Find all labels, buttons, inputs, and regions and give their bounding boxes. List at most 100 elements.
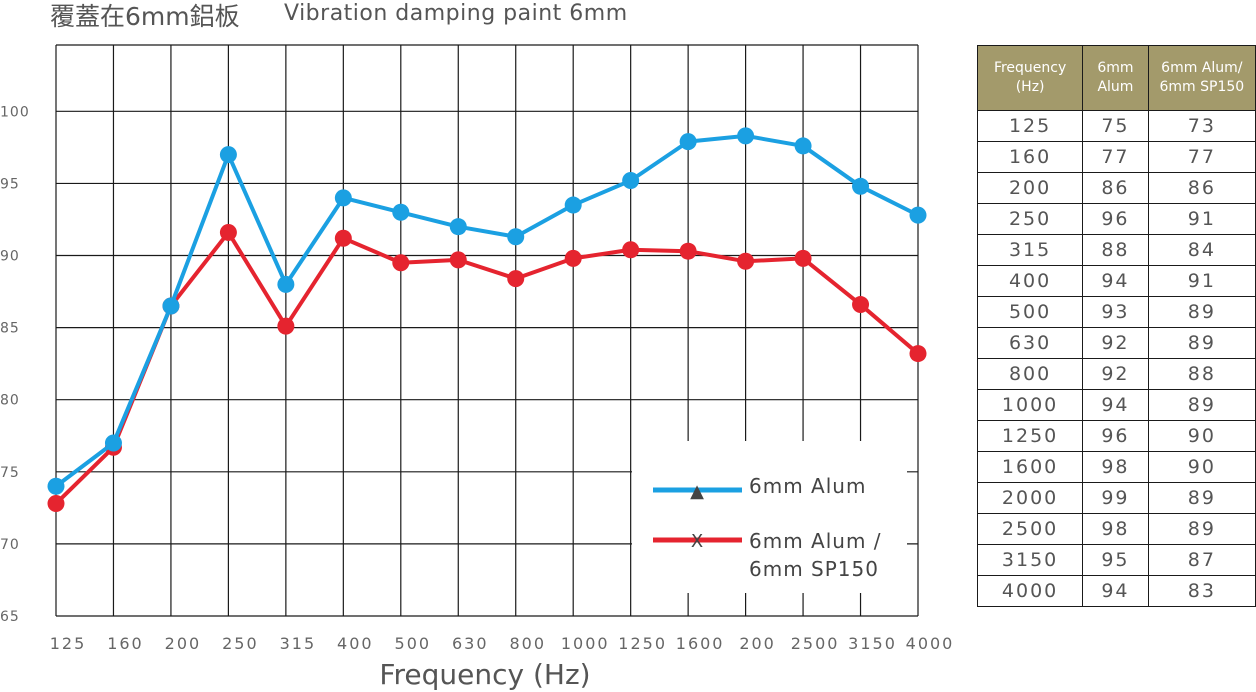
table-row: 2500 98 89	[978, 514, 1256, 545]
y-tick-label: 75	[0, 465, 20, 481]
legend: ▲ 6mm Alum X 6mm Alum / 6mm SP150	[632, 441, 907, 593]
table-cell: 89	[1148, 297, 1255, 328]
table-cell: 84	[1148, 235, 1255, 266]
data-point-series-2	[220, 224, 237, 241]
table-row: 250 96 91	[978, 204, 1256, 235]
x-tick-label: 500	[395, 634, 432, 653]
table-cell: 99	[1083, 483, 1148, 514]
table-cell: 94	[1083, 266, 1148, 297]
data-point-series-2	[277, 318, 294, 335]
table-cell: 95	[1083, 545, 1148, 576]
table-row: 1600 98 90	[978, 452, 1256, 483]
table-cell: 2500	[978, 514, 1083, 545]
x-tick-label: 315	[280, 634, 317, 653]
y-tick-label: 70	[0, 537, 20, 553]
table-cell: 90	[1148, 421, 1255, 452]
data-point-series-1	[277, 276, 294, 293]
table-cell: 98	[1083, 514, 1148, 545]
x-tick-label: 125	[50, 634, 87, 653]
table-row: 800 92 88	[978, 359, 1256, 390]
table-cell: 94	[1083, 576, 1148, 607]
table-cell: 96	[1083, 421, 1148, 452]
x-tick-label: 800	[509, 634, 546, 653]
y-tick-label: 90	[0, 249, 20, 265]
header-6mm-alum-text: 6mm Alum	[1097, 60, 1133, 95]
data-point-series-1	[737, 127, 754, 144]
data-point-series-1	[852, 178, 869, 195]
x-tick-label: 200	[739, 634, 776, 653]
table-cell: 77	[1148, 142, 1255, 173]
x-tick-label: 1250	[618, 634, 667, 653]
table-cell: 1600	[978, 452, 1083, 483]
table-cell: 88	[1148, 359, 1255, 390]
legend-triangle-marker: ▲	[690, 481, 704, 502]
data-point-series-2	[507, 270, 524, 287]
table-cell: 93	[1083, 297, 1148, 328]
data-point-series-2	[795, 250, 812, 267]
data-point-series-2	[910, 345, 927, 362]
legend-label-series-2-line2: 6mm SP150	[749, 557, 879, 581]
data-point-series-1	[910, 207, 927, 224]
data-point-series-2	[392, 254, 409, 271]
table-cell: 500	[978, 297, 1083, 328]
table-cell: 86	[1083, 173, 1148, 204]
y-tick-label: 95	[0, 176, 20, 192]
data-point-series-1	[565, 197, 582, 214]
x-axis-label: Frequency (Hz)	[379, 658, 590, 691]
x-tick-label: 160	[107, 634, 144, 653]
header-frequency: Frequency (Hz)	[978, 46, 1083, 111]
x-tick-label: 3150	[848, 634, 897, 653]
y-tick-label: 65	[0, 609, 20, 625]
table-row: 125 75 73	[978, 111, 1256, 142]
data-table: Frequency (Hz) 6mm Alum 6mm Alum/ 6mm SP…	[977, 45, 1256, 607]
legend-x-marker: X	[691, 531, 703, 552]
header-6mm-alum-sp150: 6mm Alum/ 6mm SP150	[1148, 46, 1255, 111]
table-cell: 75	[1083, 111, 1148, 142]
data-point-series-1	[680, 133, 697, 150]
data-point-series-2	[450, 251, 467, 268]
data-point-series-2	[852, 296, 869, 313]
table-cell: 91	[1148, 204, 1255, 235]
header-frequency-text: Frequency (Hz)	[994, 60, 1066, 95]
table-cell: 250	[978, 204, 1083, 235]
data-point-series-1	[450, 218, 467, 235]
table-row: 1250 96 90	[978, 421, 1256, 452]
data-point-series-1	[392, 204, 409, 221]
y-tick-label: 80	[0, 393, 20, 409]
table-cell: 90	[1148, 452, 1255, 483]
table-row: 1000 94 89	[978, 390, 1256, 421]
y-axis-ticks: 10095908580757065	[0, 104, 30, 625]
table-row: 4000 94 83	[978, 576, 1256, 607]
data-point-series-2	[335, 230, 352, 247]
data-point-series-2	[48, 495, 65, 512]
x-axis-ticks: 125 160 200 250 315 400 500 630 800 1000 1250 1600 2…	[50, 634, 955, 653]
data-point-series-1	[335, 189, 352, 206]
table-row: 3150 95 87	[978, 545, 1256, 576]
table-cell: 160	[978, 142, 1083, 173]
series-line-1	[56, 136, 918, 486]
data-point-series-1	[105, 434, 122, 451]
table-cell: 400	[978, 266, 1083, 297]
table-cell: 83	[1148, 576, 1255, 607]
data-point-series-2	[680, 243, 697, 260]
table-cell: 73	[1148, 111, 1255, 142]
table-body: 125 75 73 160 77 77 200 86 86 250 96 91 315 88 84 400 94…	[978, 111, 1256, 607]
table-cell: 2000	[978, 483, 1083, 514]
header-6mm-alum: 6mm Alum	[1083, 46, 1148, 111]
table-cell: 91	[1148, 266, 1255, 297]
table-cell: 77	[1083, 142, 1148, 173]
table-row: 630 92 89	[978, 328, 1256, 359]
x-tick-label: 4000	[906, 634, 955, 653]
x-tick-label: 630	[452, 634, 489, 653]
table-cell: 3150	[978, 545, 1083, 576]
x-tick-label: 1000	[561, 634, 610, 653]
line-chart: 覆蓋在6mm鋁板 Vibration damping paint 6mm 100…	[0, 0, 960, 692]
data-point-series-2	[737, 253, 754, 270]
table-cell: 87	[1148, 545, 1255, 576]
data-point-series-1	[48, 478, 65, 495]
data-point-series-1	[162, 297, 179, 314]
table-cell: 92	[1083, 359, 1148, 390]
table-cell: 4000	[978, 576, 1083, 607]
x-tick-label: 250	[222, 634, 259, 653]
legend-label-series-2-line1: 6mm Alum /	[749, 529, 882, 553]
